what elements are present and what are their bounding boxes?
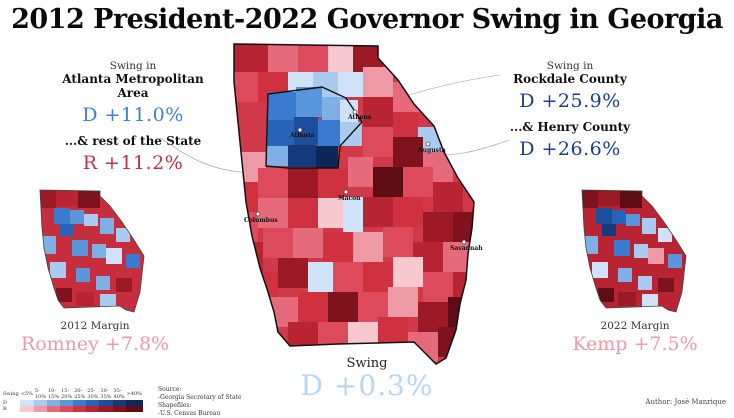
city-label-savannah: Savannah bbox=[450, 245, 483, 252]
city-atlanta: Atlanta bbox=[289, 127, 315, 139]
margin-2012-value: Romney +7.8% bbox=[20, 333, 170, 355]
legend-swatch-d-7 bbox=[112, 400, 126, 406]
map-2012-margin bbox=[39, 189, 145, 313]
margin-2012-block: 2012 Margin Romney +7.8% bbox=[20, 320, 170, 355]
legend-swatch-d-5 bbox=[86, 400, 100, 406]
legend-bin-label: <5% bbox=[20, 391, 33, 397]
margin-2022-block: 2022 Margin Kemp +7.5% bbox=[560, 320, 710, 355]
legend-swatch-r-3 bbox=[60, 406, 74, 412]
legend-row-label-d: D bbox=[3, 400, 8, 406]
legend-bin-label: 15-20% bbox=[61, 388, 73, 400]
rockdale-swing-label: Swing in bbox=[546, 60, 594, 72]
legend-swatch-d-0 bbox=[19, 400, 34, 406]
legend-bin-label: 35-40% bbox=[113, 388, 125, 400]
rest-of-state-label: ...& rest of the State bbox=[64, 134, 202, 148]
legend-swatch-d-8 bbox=[125, 400, 143, 406]
city-athens: Athens bbox=[347, 109, 372, 121]
legend-swatch-r-2 bbox=[46, 406, 61, 412]
city-columbus: Columbus bbox=[244, 211, 278, 224]
legend-row-label-r: R bbox=[3, 406, 7, 412]
legend-swatch-d-3 bbox=[60, 400, 74, 406]
map-2022-margin bbox=[581, 189, 687, 313]
swing-total-value: D +0.3% bbox=[300, 369, 434, 402]
margin-2012-caption: 2012 Margin bbox=[60, 320, 130, 332]
legend-swatch-r-0 bbox=[19, 406, 34, 412]
city-augusta: Augusta bbox=[417, 141, 446, 154]
city-savannah: Savannah bbox=[450, 239, 483, 252]
legend-table: Swing <5% 5-10% 10-15% 15-20% 20-25% 25-… bbox=[2, 388, 143, 412]
legend-swatch-r-5 bbox=[86, 406, 100, 412]
sources-line: -Georgia Secretary of State bbox=[158, 394, 242, 401]
henry-swing-value: D +26.6% bbox=[519, 138, 621, 160]
legend-swatch-r-4 bbox=[73, 406, 87, 412]
legend-bin-label: 10-15% bbox=[47, 388, 60, 400]
legend-swatch-d-1 bbox=[33, 400, 47, 406]
legend-bin-label: 25-30% bbox=[87, 388, 99, 400]
rockdale-region-name: Rockdale County bbox=[513, 72, 627, 86]
sources-block: Source: -Georgia Secretary of State Shap… bbox=[158, 386, 258, 418]
city-label-atlanta: Atlanta bbox=[289, 132, 315, 139]
legend-swatch-r-8 bbox=[125, 406, 143, 412]
rest-of-state-value: R +11.2% bbox=[82, 152, 184, 174]
sources-label: Source: bbox=[158, 386, 182, 393]
swing-total-block: Swing D +0.3% bbox=[292, 356, 442, 401]
legend-swatch-r-6 bbox=[99, 406, 113, 412]
city-macon: Macon bbox=[338, 189, 361, 202]
atlanta-metro-outline bbox=[265, 86, 363, 169]
swing-map: Atlanta Athens Augusta Macon Columbus Sa… bbox=[233, 43, 483, 365]
swing-map-counties bbox=[234, 44, 474, 364]
page-title: 2012 President-2022 Governor Swing in Ge… bbox=[11, 4, 723, 35]
legend-swatch-d-6 bbox=[99, 400, 113, 406]
atlanta-region-name: Atlanta Metropolitan Area bbox=[62, 72, 204, 100]
rockdale-swing-panel: Swing in Rockdale County D +25.9% ...& H… bbox=[490, 60, 650, 160]
author-credit: Author: José Manrique bbox=[645, 398, 726, 406]
henry-label: ...& Henry County bbox=[509, 120, 631, 134]
margin-2022-caption: 2022 Margin bbox=[600, 320, 670, 332]
city-label-macon: Macon bbox=[338, 195, 361, 202]
legend-swatch-r-1 bbox=[33, 406, 47, 412]
legend-header: Swing bbox=[3, 391, 19, 397]
legend-swatch-d-4 bbox=[73, 400, 87, 406]
swing-total-caption: Swing bbox=[346, 356, 388, 371]
rockdale-swing-value: D +25.9% bbox=[519, 90, 621, 112]
city-label-augusta: Augusta bbox=[417, 147, 446, 154]
legend: Swing <5% 5-10% 10-15% 15-20% 20-25% 25-… bbox=[2, 388, 152, 412]
legend-bin-label: 5-10% bbox=[34, 388, 46, 400]
georgia-outline bbox=[233, 43, 475, 365]
legend-bin-label: 20-25% bbox=[74, 388, 86, 400]
legend-swatch-r-7 bbox=[112, 406, 126, 412]
legend-swatch-d-2 bbox=[46, 400, 61, 406]
atlanta-swing-panel: Swing in Atlanta Metropolitan Area D +11… bbox=[48, 60, 218, 174]
legend-bin-label: >40% bbox=[126, 391, 142, 397]
atlanta-swing-label: Swing in bbox=[109, 60, 157, 72]
sources-line: Shapefiles: bbox=[158, 402, 192, 409]
legend-bin-label: 30-35% bbox=[100, 388, 112, 400]
margin-2022-value: Kemp +7.5% bbox=[572, 333, 698, 355]
sources-line: -U.S. Census Bureau bbox=[158, 410, 221, 417]
city-label-columbus: Columbus bbox=[244, 217, 278, 224]
atlanta-swing-value: D +11.0% bbox=[82, 104, 184, 126]
city-label-athens: Athens bbox=[347, 114, 372, 121]
